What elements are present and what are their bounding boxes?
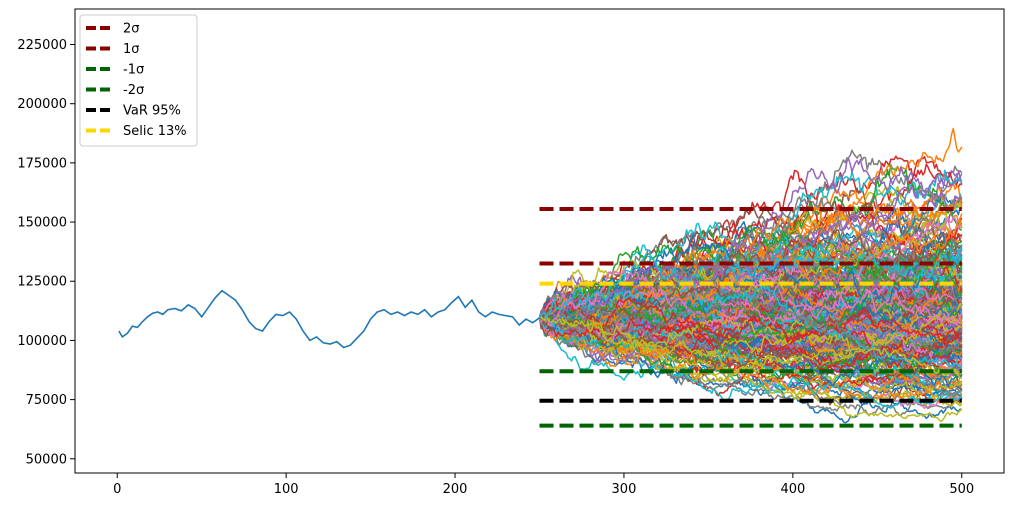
y-tick-label: 150000 (17, 216, 67, 231)
simulated-path (538, 317, 963, 404)
simulated-path (538, 267, 963, 352)
legend-label: 2σ (123, 22, 140, 37)
y-tick-label: 50000 (26, 452, 67, 467)
legend: 2σ 1σ -1σ -2σ VaR 95% Selic 13% (79, 14, 198, 147)
simulated-path (538, 297, 963, 345)
plot-area (118, 127, 963, 428)
y-axis: 50000 75000 100000 125000 150000 175000 200000… (17, 38, 75, 467)
x-tick-label: 100 (274, 482, 299, 497)
x-tick-label: 0 (113, 482, 121, 497)
y-tick-label: 225000 (17, 38, 67, 53)
historical-series-line (118, 289, 540, 349)
x-axis: 0 100 200 300 400 500 (113, 473, 974, 497)
y-tick-label: 100000 (17, 334, 67, 349)
legend-label: VaR 95% (123, 104, 181, 119)
simulated-path (538, 215, 962, 344)
y-tick-label: 125000 (17, 275, 67, 290)
simulated-path (538, 315, 963, 358)
simulated-path (539, 219, 963, 328)
simulated-path (539, 158, 962, 321)
legend-label: Selic 13% (123, 124, 187, 139)
x-tick-label: 300 (612, 482, 637, 497)
y-tick-label: 175000 (17, 156, 67, 171)
legend-label: -1σ (123, 63, 144, 78)
x-tick-label: 400 (780, 482, 805, 497)
x-tick-label: 200 (443, 482, 468, 497)
y-tick-label: 75000 (26, 393, 67, 408)
x-tick-label: 500 (949, 482, 974, 497)
simulated-path (538, 244, 963, 319)
legend-label: 1σ (123, 42, 140, 57)
y-tick-label: 200000 (17, 97, 67, 112)
simulated-path (539, 315, 963, 380)
plot-frame (74, 8, 1005, 474)
legend-label: -2σ (123, 83, 144, 98)
simulated-path (538, 309, 963, 352)
